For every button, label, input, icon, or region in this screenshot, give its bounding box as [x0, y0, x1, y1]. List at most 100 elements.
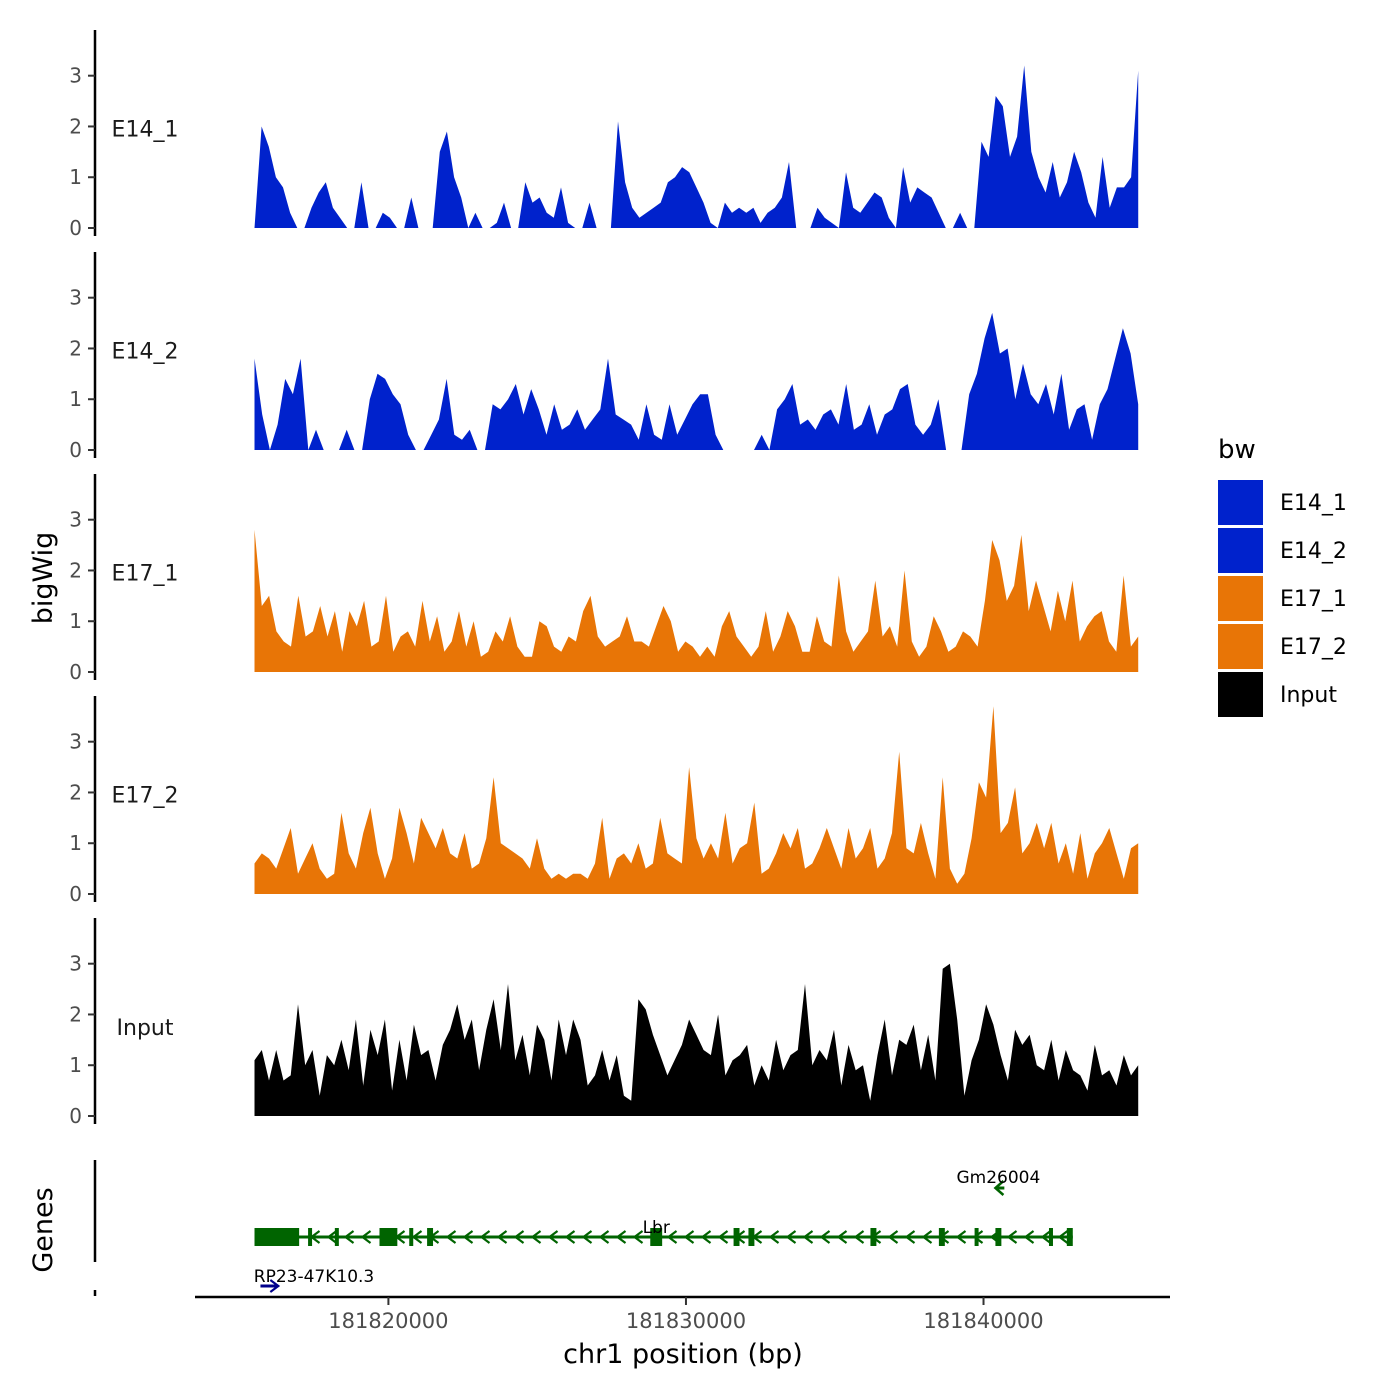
area-E14_2: [254, 312, 1139, 450]
strand-arrow: [853, 1230, 865, 1244]
legend-key-Input: [1218, 672, 1263, 717]
exon: [1066, 1228, 1073, 1246]
y-tick-label: 1: [69, 1053, 82, 1077]
track-E14_2: 0 1 2 3 E14_2: [69, 252, 1139, 462]
gene-label: Lbr: [643, 1218, 670, 1238]
y-tick-label: 2: [69, 1002, 82, 1026]
exon: [748, 1228, 755, 1246]
strand-arrow: [904, 1230, 916, 1244]
legend-key-E17_1: [1218, 576, 1263, 621]
exon: [379, 1228, 398, 1246]
legend-key-E14_1: [1218, 480, 1263, 525]
gene-Lbr: Lbr: [254, 1218, 1073, 1246]
x-axis-title: chr1 position (bp): [563, 1339, 803, 1370]
track-E17_1: 0 1 2 3 E17_1: [69, 474, 1139, 684]
strand-arrow: [993, 1180, 1005, 1196]
strand-arrow: [269, 1279, 281, 1293]
strand-arrow: [768, 1230, 780, 1244]
y-tick-label: 2: [69, 336, 82, 360]
area-Input: [254, 963, 1139, 1116]
strand-arrow: [717, 1230, 729, 1244]
exon: [334, 1228, 339, 1246]
strand-arrow: [887, 1230, 899, 1244]
area-E17_1: [254, 529, 1139, 672]
strand-arrow: [1023, 1230, 1035, 1244]
strand-arrow: [666, 1230, 678, 1244]
y-tick-label: 0: [69, 882, 82, 906]
track-label: E17_2: [112, 784, 179, 809]
strand-arrow: [360, 1230, 372, 1244]
strand-arrow: [581, 1230, 593, 1244]
strand-arrow: [751, 1230, 763, 1244]
strand-arrow: [445, 1230, 457, 1244]
legend-label: E17_1: [1280, 587, 1347, 612]
exon: [1048, 1228, 1053, 1246]
track-label: Input: [117, 1016, 174, 1041]
y-tick-label: 1: [69, 609, 82, 633]
strand-arrow: [683, 1230, 695, 1244]
strand-arrow: [479, 1230, 491, 1244]
legend-label: E14_1: [1280, 491, 1347, 516]
genes-track-title: Genes: [28, 1187, 59, 1272]
strand-arrow: [989, 1230, 1001, 1244]
y-tick-label: 3: [69, 286, 82, 310]
y-tick-label: 2: [69, 558, 82, 582]
y-tick-label: 3: [69, 508, 82, 532]
legend-label: E17_2: [1280, 635, 1347, 660]
y-tick-label: 0: [69, 1104, 82, 1128]
strand-arrow: [700, 1230, 712, 1244]
strand-arrow: [598, 1230, 610, 1244]
y-tick-label: 0: [69, 216, 82, 240]
strand-arrow: [734, 1230, 746, 1244]
strand-arrow: [462, 1230, 474, 1244]
exon: [974, 1228, 979, 1246]
strand-arrow: [496, 1230, 508, 1244]
strand-arrow: [530, 1230, 542, 1244]
y-tick-label: 3: [69, 730, 82, 754]
y-tick-label: 2: [69, 114, 82, 138]
y-tick-label: 0: [69, 438, 82, 462]
gene-track: Gm26004 Lbr RP23-47K10.3: [0, 1160, 1073, 1296]
exon: [995, 1228, 1002, 1246]
y-tick-label: 1: [69, 387, 82, 411]
x-tick-label: 181840000: [923, 1309, 1043, 1333]
strand-arrow: [836, 1230, 848, 1244]
track-E14_1: 0 1 2 3 E14_1: [69, 30, 1139, 240]
x-axis: 181820000 181830000 181840000: [195, 1295, 1170, 1333]
strand-arrow: [513, 1230, 525, 1244]
legend-key-E17_2: [1218, 624, 1263, 669]
strand-arrow: [632, 1230, 644, 1244]
strand-arrow: [428, 1230, 440, 1244]
y-tick-label: 1: [69, 165, 82, 189]
y-tick-label: 2: [69, 780, 82, 804]
strand-arrow: [615, 1230, 627, 1244]
strand-arrow: [394, 1230, 406, 1244]
strand-arrow: [377, 1230, 389, 1244]
legend-label: E14_2: [1280, 539, 1347, 564]
x-tick-label: 181820000: [328, 1309, 448, 1333]
exon: [409, 1228, 414, 1246]
gene-RP23-47K10.3: RP23-47K10.3: [254, 1267, 374, 1293]
track-label: E17_1: [112, 562, 179, 587]
strand-arrow: [955, 1230, 967, 1244]
strand-arrow: [564, 1230, 576, 1244]
y-axis-title: bigWig: [28, 532, 59, 625]
track-E17_2: 0 1 2 3 E17_2: [69, 696, 1139, 906]
y-tick-label: 3: [69, 952, 82, 976]
area-E14_1: [254, 65, 1139, 228]
strand-arrow: [1057, 1230, 1069, 1244]
exon: [650, 1228, 663, 1246]
area-E17_2: [254, 706, 1139, 894]
track-label: E14_2: [112, 340, 179, 365]
strand-arrow: [819, 1230, 831, 1244]
gene-label: RP23-47K10.3: [254, 1267, 374, 1287]
strand-arrow: [411, 1230, 423, 1244]
y-tick-label: 1: [69, 831, 82, 855]
strand-arrow: [1040, 1230, 1052, 1244]
strand-arrow: [785, 1230, 797, 1244]
y-tick-label: 0: [69, 660, 82, 684]
x-tick-label: 181830000: [626, 1309, 746, 1333]
strand-arrow: [649, 1230, 661, 1244]
strand-arrow: [343, 1230, 355, 1244]
